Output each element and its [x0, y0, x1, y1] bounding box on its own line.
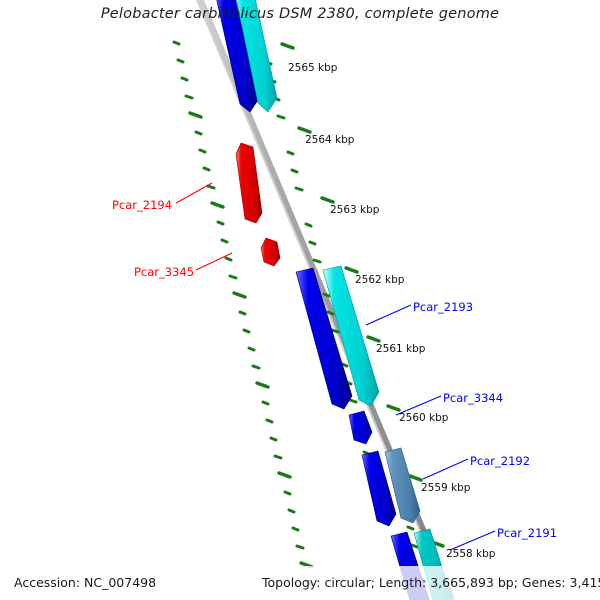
gene-label-Pcar_3345[interactable]: Pcar_3345 [134, 265, 195, 279]
accession-text: Accession: NC_007498 [14, 575, 157, 590]
gene-feature-Pcar_2193[interactable] [322, 265, 380, 407]
gene-feature-Pcar_3345[interactable] [260, 237, 281, 267]
gene-label-Pcar_3344[interactable]: Pcar_3344 [443, 391, 504, 405]
gene-feature-Pcar_2194[interactable] [235, 142, 263, 224]
gene-feature-top-outer[interactable] [234, 0, 278, 113]
gene-feature-Pcar_2192[interactable] [384, 447, 421, 524]
gene-label-Pcar_2192[interactable]: Pcar_2192 [470, 454, 531, 468]
gene-feature-Pcar_2193-inner[interactable] [295, 267, 353, 410]
gene-label-Pcar_2191[interactable]: Pcar_2191 [497, 526, 558, 540]
gene-label-Pcar_2193[interactable]: Pcar_2193 [413, 300, 474, 314]
gene-feature-Pcar_2192-inner[interactable] [361, 450, 397, 527]
status-bar: Accession: NC_007498 Topology: circular;… [0, 566, 600, 600]
gene-feature-top-inner[interactable] [214, 0, 259, 113]
gene-feature-Pcar_3344[interactable] [348, 410, 373, 445]
genome-summary-text: Topology: circular; Length: 3,665,893 bp… [262, 575, 600, 590]
gene-label-Pcar_2194[interactable]: Pcar_2194 [112, 198, 173, 212]
label-leader-lines [175, 182, 496, 551]
